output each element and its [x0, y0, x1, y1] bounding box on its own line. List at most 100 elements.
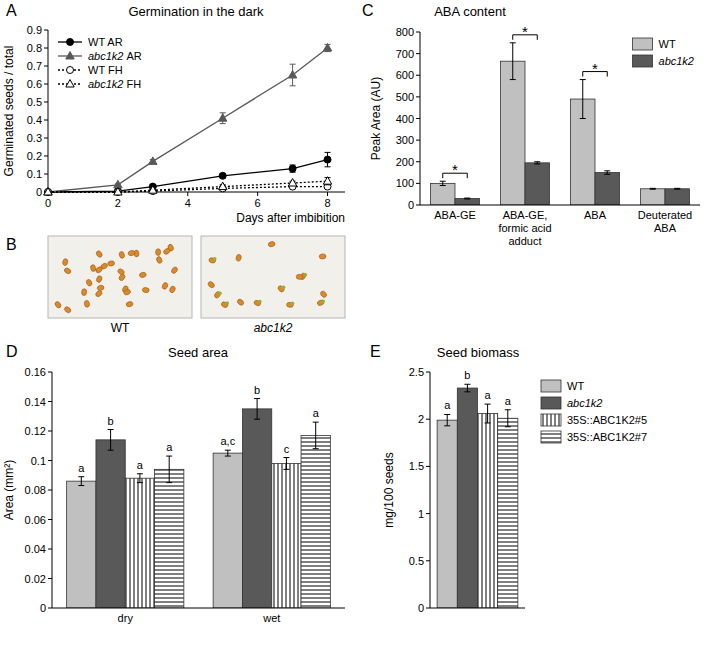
error-bar — [166, 456, 172, 483]
text-part: Peak — [369, 130, 383, 160]
seed — [161, 282, 168, 290]
y-tick-label: 500 — [396, 91, 414, 103]
text-part: 1 — [418, 508, 424, 520]
text-part: 0.9 — [27, 24, 42, 36]
y-tick-label: 0 — [36, 186, 42, 198]
bar — [595, 173, 620, 205]
category-label: ABA-GE,formic acidadduct — [498, 209, 551, 247]
error-bar — [108, 430, 114, 451]
x-tick — [187, 192, 188, 196]
error-bar — [325, 152, 331, 166]
y-tick — [48, 401, 52, 402]
text-part: 400 — [396, 113, 414, 125]
error-bar — [650, 188, 656, 190]
seed — [118, 251, 125, 259]
error-bar — [254, 399, 260, 420]
point — [45, 189, 52, 196]
category-line: Deuterated — [638, 209, 692, 221]
seed — [221, 301, 229, 308]
seed — [169, 285, 176, 293]
bar — [431, 183, 456, 205]
y-axis-title: Germinated seeds / total — [2, 46, 16, 177]
seed — [170, 266, 178, 274]
text-part: 0.5 — [27, 96, 42, 108]
x-axis-title: Days after imbibition — [236, 211, 345, 225]
bar — [242, 409, 271, 608]
seed — [107, 260, 115, 266]
y-axis — [48, 30, 49, 192]
y-tick — [426, 513, 430, 514]
text-part: in — [203, 4, 217, 19]
seed — [85, 279, 93, 287]
seed — [213, 291, 221, 299]
error-bar — [440, 181, 446, 185]
significance-letter: a — [137, 459, 144, 471]
significance-letter: a,c — [220, 435, 235, 447]
text-part: 2.5 — [409, 366, 424, 378]
y-tick — [416, 161, 420, 162]
bar-panel: ESeed biomassmg/100 seeds00.511.522.5aba… — [370, 343, 647, 614]
legend-marker — [66, 52, 74, 60]
y-tick — [416, 53, 420, 54]
error-bar — [137, 474, 143, 483]
text-part: (mm²) — [2, 460, 16, 492]
y-tick — [48, 549, 52, 550]
text-part: seeds — [2, 75, 16, 110]
text-part: 0.6 — [27, 78, 42, 90]
text-part: Germination — [128, 4, 202, 19]
y-tick — [48, 578, 52, 579]
text-part: Area — [2, 492, 16, 521]
error-bar — [674, 188, 680, 190]
error-bar — [505, 410, 511, 427]
y-tick — [44, 102, 48, 103]
text-part: * — [522, 23, 528, 40]
y-axis-title: mg/100 seeds — [382, 452, 396, 527]
y-tick-label: 0.2 — [27, 150, 42, 162]
y-tick-label: 600 — [396, 69, 414, 81]
y-tick — [44, 120, 48, 121]
x-tick — [327, 192, 328, 196]
seed — [319, 290, 327, 298]
x-tick-label: 4 — [185, 197, 191, 209]
point — [149, 186, 157, 194]
seed — [95, 289, 103, 297]
text-part: 600 — [396, 69, 414, 81]
y-tick — [416, 183, 420, 184]
y-tick-label: 0.4 — [27, 114, 42, 126]
text-part: after — [267, 211, 294, 225]
y-tick-label: 0.12 — [25, 425, 46, 437]
photo — [201, 236, 345, 318]
text-part: mg/100 — [382, 484, 396, 527]
point — [45, 189, 52, 196]
legend: WTabc1k2 — [633, 38, 694, 67]
legend-swatch — [633, 55, 653, 67]
seedling — [218, 291, 222, 295]
significance-letter: a — [78, 462, 85, 474]
bar — [301, 435, 330, 608]
point — [288, 179, 296, 187]
bar-panel: CABA contentPeak Area (AU)01002003004005… — [362, 2, 700, 247]
legend-marker — [67, 39, 74, 46]
plot-marks — [431, 43, 690, 205]
error-bar — [225, 450, 231, 456]
seed — [54, 301, 62, 309]
y-tick-label: 2.5 — [409, 366, 424, 378]
x-tick-label: 8 — [324, 197, 330, 209]
y-tick — [426, 560, 430, 561]
category-label: ABA-GE — [434, 209, 476, 221]
significance-letter: c — [284, 443, 290, 455]
significance-letter: a — [505, 395, 512, 407]
text-part: 0.3 — [27, 132, 42, 144]
y-tick-label: 0.16 — [25, 366, 46, 378]
error-bar — [534, 162, 540, 164]
plot-marks — [44, 44, 332, 196]
text-part: Seed — [168, 345, 202, 360]
legend-label: WT — [659, 38, 676, 50]
category-line: ABA-GE, — [503, 209, 548, 221]
chart-title: Germination in the dark — [128, 4, 264, 19]
legend-marker — [67, 67, 74, 74]
text-part: 0.08 — [25, 484, 46, 496]
y-tick — [48, 431, 52, 432]
text-part: 0 — [36, 186, 42, 198]
point — [323, 44, 331, 52]
